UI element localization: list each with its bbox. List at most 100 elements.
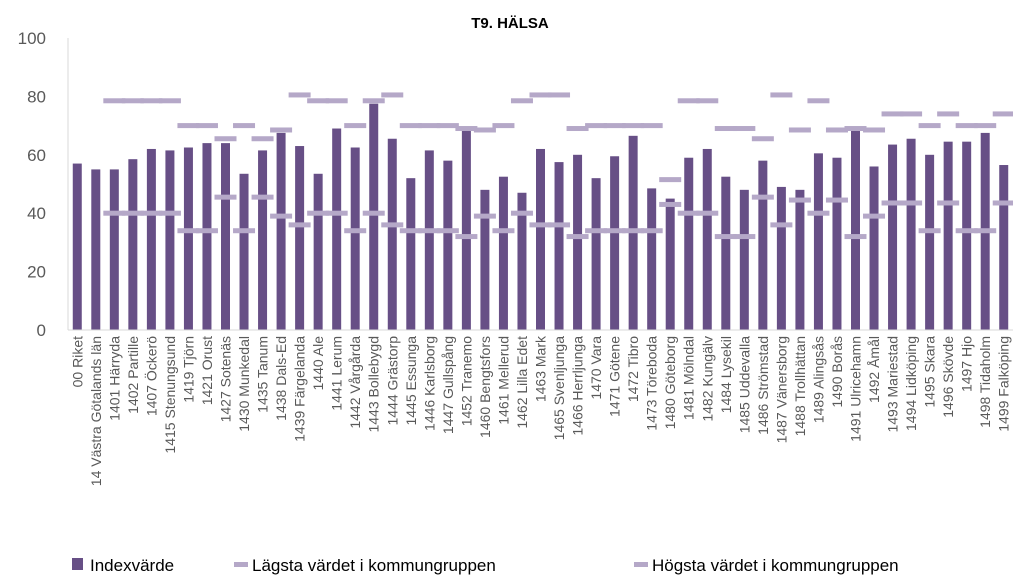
- x-tick-label: 1497 Hjo: [959, 336, 975, 392]
- bar: [221, 143, 230, 330]
- legend-swatch: [234, 562, 248, 567]
- x-tick-label: 1435 Tanum: [255, 336, 271, 413]
- dash-marker: [807, 98, 830, 104]
- x-tick-label: 1460 Bengtsfors: [477, 336, 493, 438]
- x-tick-label: 1430 Munkedal: [236, 336, 252, 432]
- dash-marker: [677, 98, 700, 104]
- dash-marker: [733, 126, 756, 132]
- dash-marker: [974, 123, 997, 129]
- bar: [295, 146, 305, 330]
- x-tick-label: 1485 Uddevalla: [736, 336, 752, 434]
- dash-marker: [603, 123, 626, 129]
- dash-marker: [251, 194, 274, 200]
- dash-marker: [362, 98, 385, 104]
- legend-label: Högsta värdet i kommungruppen: [652, 556, 899, 575]
- x-tick-label: 1489 Alingsås: [810, 336, 826, 423]
- dash-marker: [307, 210, 330, 216]
- dash-marker: [510, 98, 533, 104]
- dash-marker: [770, 222, 793, 228]
- dash-marker: [603, 228, 626, 234]
- dash-marker: [696, 210, 719, 216]
- dash-marker: [825, 127, 848, 133]
- bar: [461, 129, 471, 330]
- x-tick-label: 1401 Härryda: [106, 336, 122, 421]
- dash-marker: [714, 126, 737, 132]
- dash-marker: [881, 200, 904, 206]
- dash-marker: [992, 111, 1013, 117]
- dash-marker: [696, 98, 719, 104]
- bar: [165, 150, 175, 330]
- x-tick-label: 1444 Grästorp: [384, 336, 400, 426]
- dash-marker: [158, 98, 181, 104]
- x-tick-label: 1473 Töreboda: [644, 336, 660, 431]
- dash-marker: [288, 222, 311, 228]
- dash-marker: [566, 234, 589, 240]
- dash-marker: [492, 123, 515, 129]
- x-tick-label: 1490 Borås: [829, 336, 845, 408]
- bar: [999, 165, 1009, 330]
- x-tick-label: 1462 Lilla Edet: [514, 336, 530, 429]
- dash-marker: [214, 136, 237, 142]
- dash-marker: [788, 197, 811, 203]
- bar: [276, 132, 286, 330]
- dash-marker: [381, 222, 404, 228]
- dash-marker: [270, 127, 293, 133]
- bar: [702, 148, 712, 330]
- dash-marker: [529, 92, 552, 98]
- x-tick-label: 1443 Bollebygd: [366, 336, 382, 433]
- dash-marker: [288, 92, 311, 98]
- dash-marker: [640, 123, 663, 129]
- y-tick-label: 40: [27, 204, 46, 223]
- x-tick-label: 1461 Mellerud: [495, 336, 511, 425]
- dash-marker: [510, 210, 533, 216]
- dash-marker: [807, 210, 830, 216]
- x-tick-label: 1470 Vara: [588, 336, 604, 400]
- x-tick-label: 1472 Tibro: [625, 336, 641, 402]
- bar: [202, 143, 212, 330]
- dash-marker: [233, 228, 256, 234]
- x-tick-label: 1439 Färgelanda: [292, 336, 308, 442]
- dash-marker: [195, 228, 218, 234]
- dash-marker: [992, 200, 1013, 206]
- dash-marker: [733, 234, 756, 240]
- dash-marker: [251, 136, 274, 142]
- bar: [721, 176, 731, 330]
- x-tick-label: 1495 Skara: [922, 336, 938, 408]
- bar: [313, 173, 323, 330]
- bar: [591, 178, 601, 330]
- x-tick-label: 1441 Lerum: [329, 336, 345, 411]
- bar: [795, 189, 805, 330]
- x-tick-label: 1493 Mariestad: [885, 336, 901, 433]
- y-tick-label: 80: [27, 87, 46, 106]
- x-tick-label: 1427 Sotenäs: [218, 336, 234, 422]
- dash-marker: [362, 210, 385, 216]
- dash-marker: [140, 210, 163, 216]
- dash-marker: [548, 222, 571, 228]
- x-tick-label: 1445 Essunga: [403, 336, 419, 426]
- y-tick-label: 60: [27, 146, 46, 165]
- x-tick-label: 1481 Mölndal: [681, 336, 697, 420]
- dash-marker: [195, 123, 218, 129]
- dash-marker: [659, 177, 682, 183]
- x-tick-label: 1492 Åmål: [866, 336, 882, 403]
- dash-marker: [788, 127, 811, 133]
- legend-label: Indexvärde: [90, 556, 174, 575]
- bar: [424, 150, 434, 330]
- dash-marker: [659, 201, 682, 207]
- x-tick-label: 1402 Partille: [125, 336, 141, 414]
- bar: [962, 141, 972, 330]
- dash-marker: [455, 126, 478, 132]
- x-tick-label: 14 Västra Götalands län: [88, 336, 104, 486]
- bar: [72, 163, 82, 330]
- x-tick-label: 1447 Gullspång: [440, 336, 456, 434]
- dash-marker: [714, 234, 737, 240]
- x-tick-label: 1487 Vänersborg: [773, 336, 789, 443]
- x-tick-label: 1442 Vårgårda: [347, 336, 363, 429]
- bar: [517, 192, 527, 330]
- dash-marker: [473, 213, 496, 219]
- x-tick-label: 1421 Orust: [199, 336, 215, 405]
- x-tick-label: 1419 Tjörn: [180, 336, 196, 403]
- legend-swatch: [72, 558, 83, 570]
- dash-marker: [399, 228, 422, 234]
- bar: [665, 198, 675, 330]
